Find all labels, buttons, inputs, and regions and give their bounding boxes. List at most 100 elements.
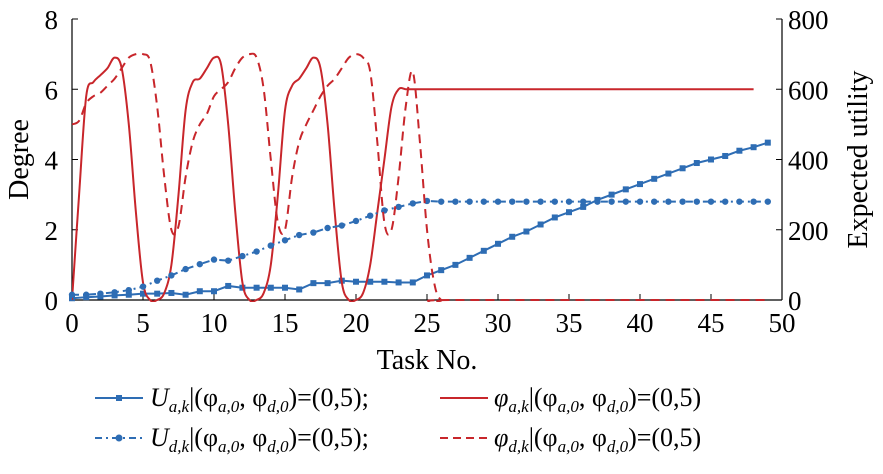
- series-2-point: [196, 260, 203, 268]
- series-2-point: [452, 198, 459, 205]
- series-2-point: [466, 198, 473, 205]
- series-2-point: [736, 198, 743, 205]
- series-2-point: [225, 257, 232, 264]
- series-2-point: [679, 198, 686, 205]
- series-2-point: [338, 222, 345, 229]
- y-left-tick-label: 6: [45, 75, 59, 105]
- series-0-point: [637, 181, 643, 188]
- series-0-point: [722, 152, 729, 159]
- series-2-point: [693, 198, 700, 205]
- series-0-point: [381, 278, 388, 285]
- series-2-point: [352, 217, 360, 225]
- series-0-point: [495, 240, 501, 247]
- series-2-point: [636, 198, 644, 205]
- series-0-point: [622, 186, 629, 193]
- legend-label-phid: φd,k​|(φa,0​, φd,0​)=(0,5): [494, 423, 701, 456]
- series-0-point: [324, 280, 331, 287]
- series-0-point: [409, 279, 416, 286]
- series-2-point: [395, 203, 402, 211]
- series-2-point: [310, 229, 317, 236]
- series-0-point: [353, 278, 359, 285]
- series-2-point: [551, 198, 558, 205]
- series-line-3: [72, 52, 768, 302]
- series-0-point: [211, 288, 217, 295]
- y-right-tick-label: 800: [788, 5, 829, 35]
- series-0-point: [424, 272, 430, 279]
- series-2-point: [68, 291, 76, 298]
- series-0-point: [736, 147, 743, 154]
- series-0-point: [537, 221, 544, 228]
- series-2-point: [707, 198, 715, 205]
- legend-label-ud: Ud,k​|(φa,0​, φd,0​)=(0,5);: [150, 423, 369, 456]
- series-0-point: [480, 247, 487, 254]
- series-2-point: [324, 224, 331, 232]
- series-2-point: [537, 198, 544, 205]
- y-left-axis-label: Degree: [4, 119, 35, 200]
- y-left-tick-label: 0: [45, 286, 59, 316]
- legend-marker-ua: [116, 395, 122, 401]
- series-0-point: [523, 228, 530, 235]
- series-2-point: [651, 198, 658, 205]
- series-0-point: [708, 156, 714, 163]
- series-0-point: [551, 214, 558, 221]
- series-2-point: [253, 248, 260, 255]
- x-tick-label: 40: [627, 308, 654, 338]
- series-2-point: [168, 272, 175, 279]
- legend-label-ua: Ua,k​|(φa,0​, φd,0​)=(0,5);: [150, 383, 369, 416]
- x-tick-label: 5: [136, 308, 150, 338]
- series-2-point: [622, 198, 629, 205]
- y-right-tick-label: 200: [788, 216, 829, 246]
- series-0-point: [750, 144, 757, 151]
- series-2-point: [239, 252, 246, 260]
- series-2-point: [494, 198, 502, 205]
- series-2-point: [665, 198, 672, 205]
- x-tick-label: 25: [414, 308, 441, 338]
- series-2-point: [509, 198, 516, 205]
- series-2-point: [281, 237, 289, 244]
- series-2-point: [139, 283, 147, 290]
- x-tick-label: 20: [343, 308, 370, 338]
- y-right-axis-label: Expected utility: [843, 70, 874, 248]
- series-0-point: [225, 282, 232, 289]
- y-left-tick-label: 4: [45, 146, 59, 176]
- series-2-point: [722, 198, 729, 205]
- series-2-point: [97, 290, 104, 297]
- series-0-point: [438, 267, 445, 274]
- y-right-tick-label: 400: [788, 146, 829, 176]
- series-2-point: [111, 289, 118, 296]
- series-2-point: [210, 256, 218, 263]
- series-0-point: [296, 286, 303, 293]
- series-0-point: [182, 291, 189, 298]
- x-tick-label: 15: [272, 308, 299, 338]
- x-tick-label: 50: [769, 308, 796, 338]
- legend-label-phia: φa,k​|(φa,0​, φd,0​)=(0,5): [494, 383, 701, 416]
- series-2-point: [565, 198, 573, 205]
- series-2-point: [182, 265, 189, 273]
- series-0-point: [196, 288, 203, 295]
- series-0-point: [452, 261, 459, 268]
- series-0-point: [679, 165, 686, 172]
- series-0-point: [466, 254, 473, 261]
- series-0-point: [764, 139, 771, 146]
- x-tick-label: 0: [65, 308, 79, 338]
- series-2-point: [267, 242, 274, 249]
- series-2-point: [438, 198, 445, 205]
- y-left-tick-label: 8: [45, 5, 59, 35]
- series-0-point: [125, 291, 132, 298]
- x-tick-label: 35: [556, 308, 583, 338]
- y-right-tick-label: 0: [788, 286, 802, 316]
- series-2-point: [750, 198, 757, 205]
- series-0-point: [140, 290, 146, 297]
- y-left-tick-label: 2: [45, 216, 59, 246]
- x-tick-label: 10: [201, 308, 228, 338]
- series-line-1: [72, 55, 754, 302]
- series-0-point: [566, 209, 572, 216]
- axes: 0 5 10 15 20 25 30 35 40 45 50024680200400600800Ta…: [4, 5, 874, 376]
- series-0-point: [168, 289, 175, 296]
- series-0-point: [310, 280, 317, 287]
- series-0-point: [580, 203, 587, 210]
- series-2-point: [580, 198, 587, 205]
- x-tick-label: 30: [485, 308, 512, 338]
- series-0-point: [395, 279, 402, 286]
